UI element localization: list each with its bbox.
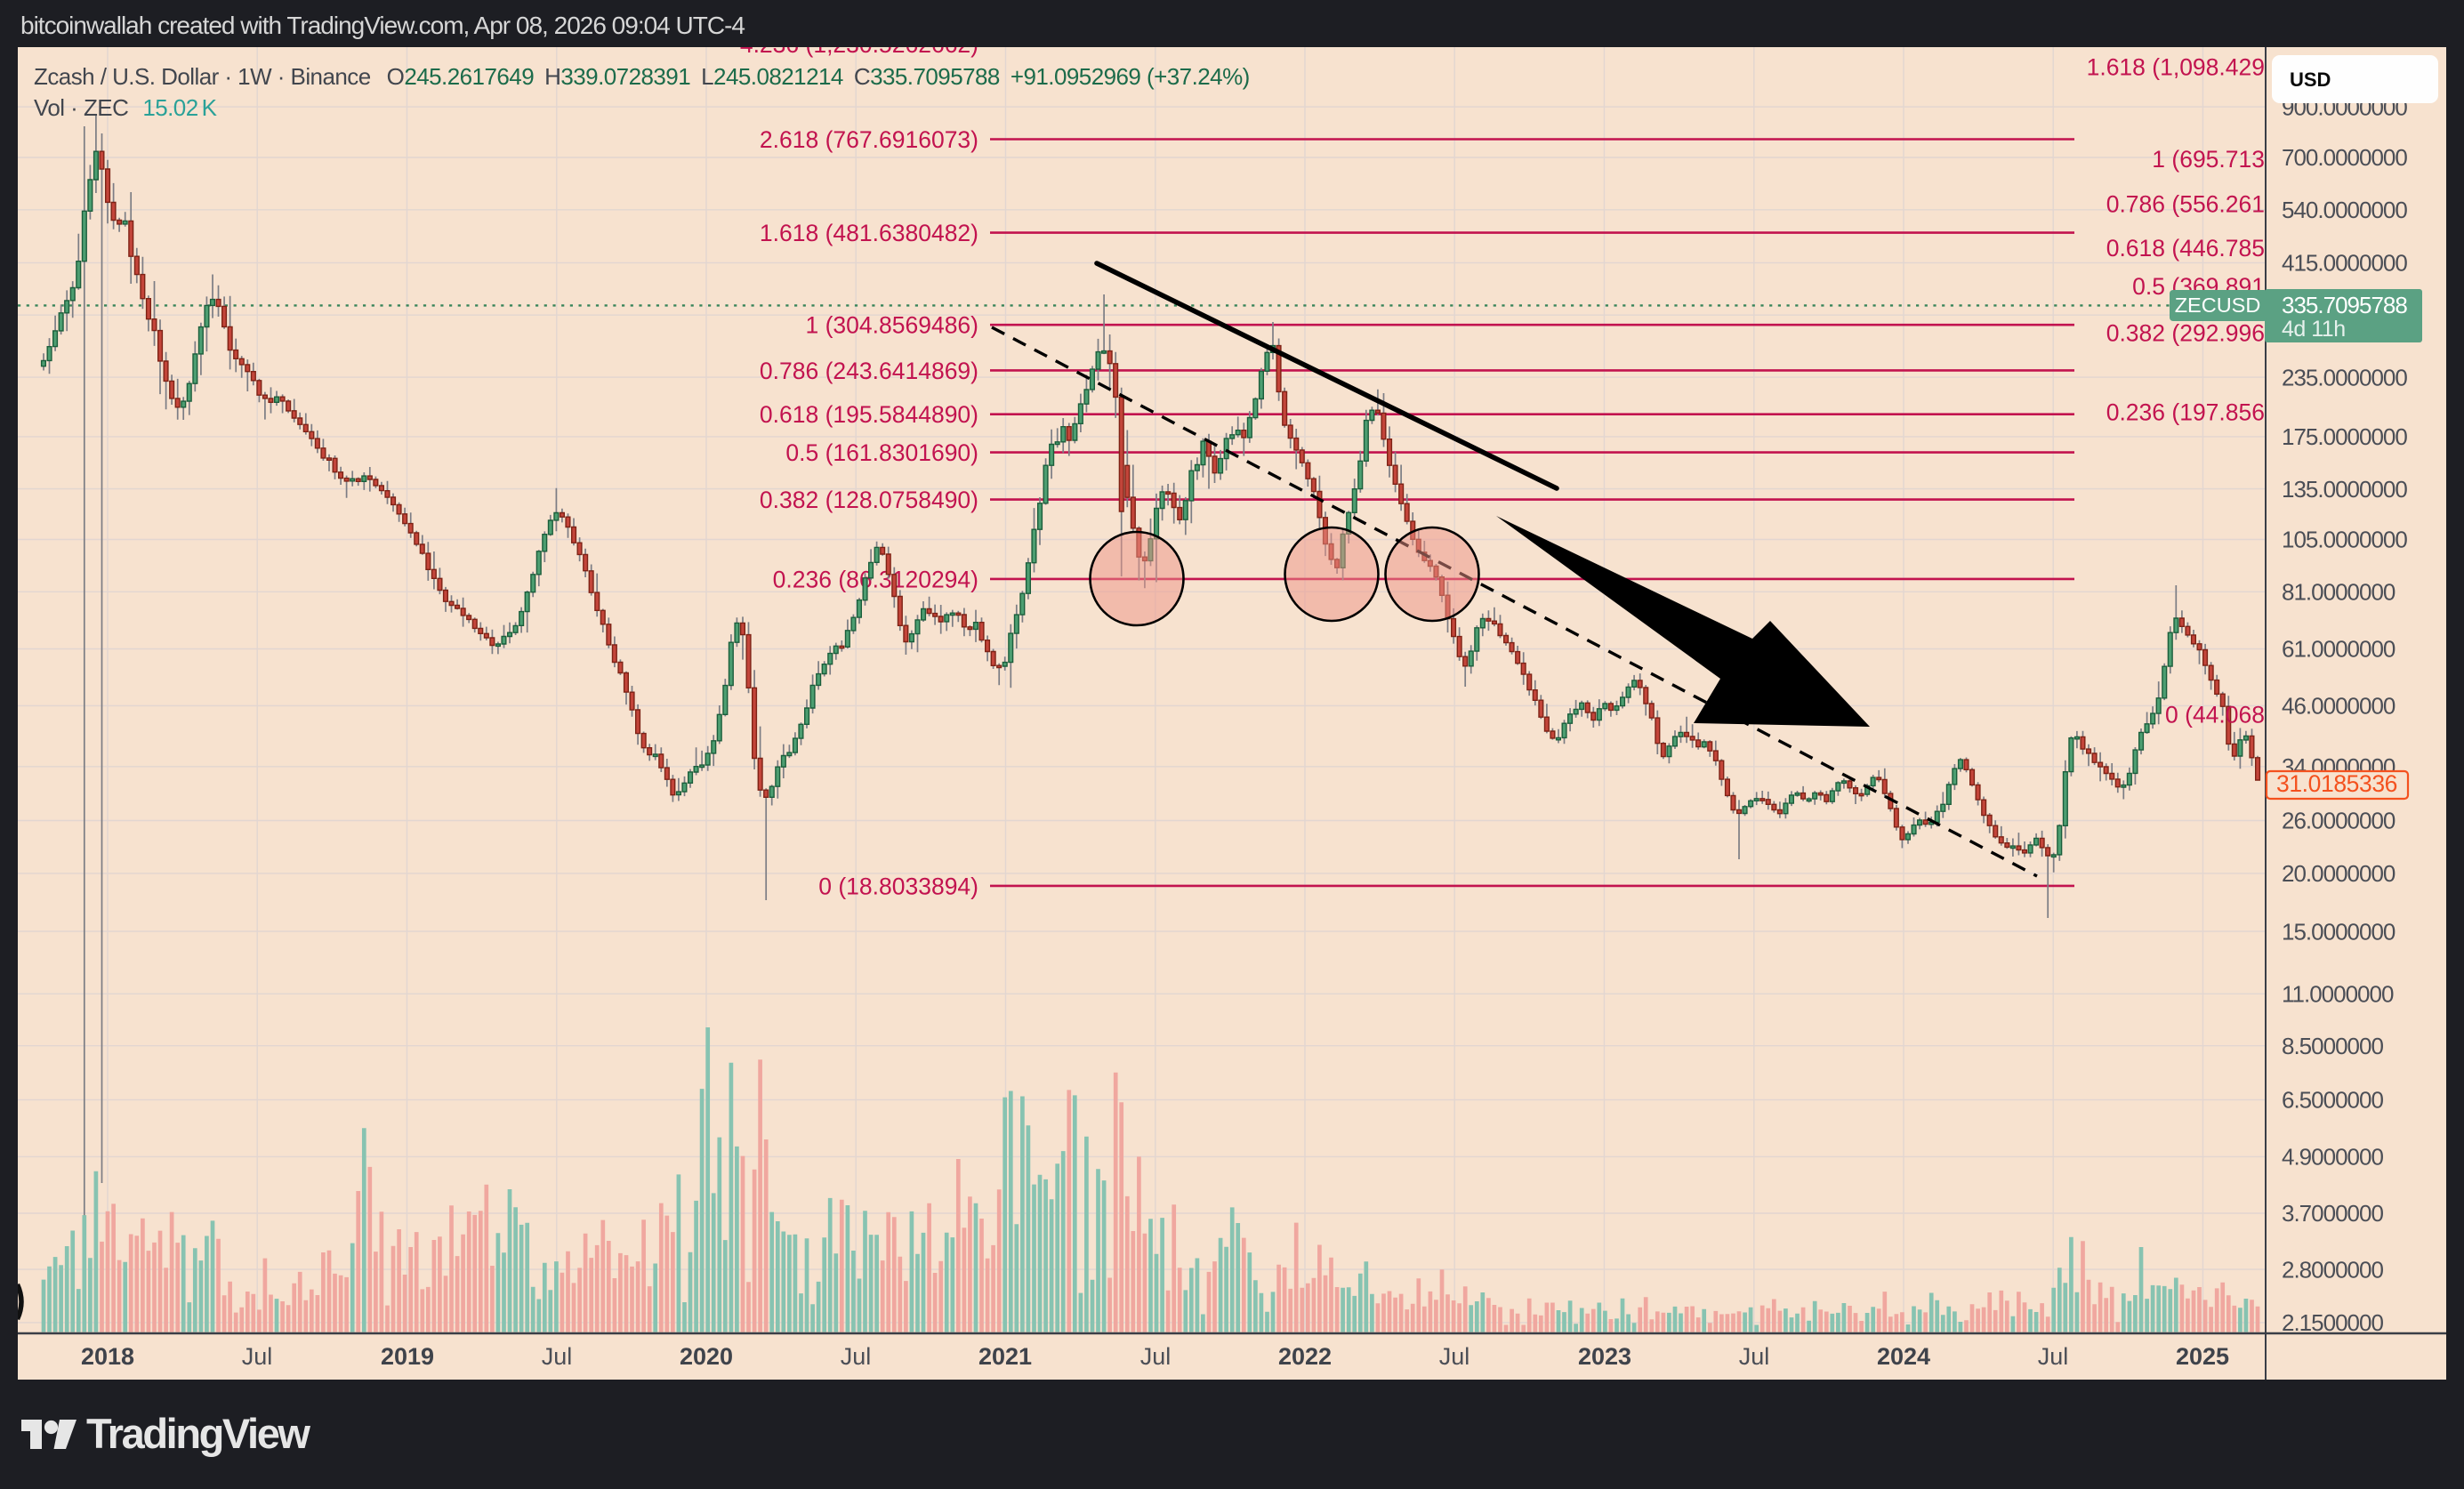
svg-text:bitcoinwallah created with Tra: bitcoinwallah created with TradingView.c… xyxy=(20,12,745,39)
svg-text:ZECUSD: ZECUSD xyxy=(2175,294,2261,317)
svg-text:235.0000000: 235.0000000 xyxy=(2282,364,2407,390)
svg-text:0.5 (161.8301690): 0.5 (161.8301690) xyxy=(785,439,978,466)
svg-text:0 (18.8033894): 0 (18.8033894) xyxy=(818,873,978,899)
svg-text:0.786 (556.261: 0.786 (556.261 xyxy=(2106,191,2265,218)
svg-text:6.5000000: 6.5000000 xyxy=(2282,1087,2383,1114)
svg-text:2018: 2018 xyxy=(81,1343,134,1370)
svg-text:20.0000000: 20.0000000 xyxy=(2282,860,2396,887)
svg-text:Zcash / U.S. Dollar · 1W · Bin: Zcash / U.S. Dollar · 1W · Binance O245.2… xyxy=(34,63,1250,90)
svg-text:0.236 (197.856: 0.236 (197.856 xyxy=(2106,399,2265,426)
svg-text:2.618 (767.6916073): 2.618 (767.6916073) xyxy=(760,126,978,153)
svg-text:11.0000000: 11.0000000 xyxy=(2282,981,2394,1008)
svg-text:175.0000000: 175.0000000 xyxy=(2282,423,2407,450)
svg-text:2.1500000: 2.1500000 xyxy=(2282,1309,2383,1336)
svg-text:4.236 (1,230.5262662): 4.236 (1,230.5262662) xyxy=(740,31,978,58)
svg-text:26.0000000: 26.0000000 xyxy=(2282,808,2396,834)
svg-text:Jul: Jul xyxy=(2038,1343,2069,1370)
svg-text:31.0185336: 31.0185336 xyxy=(2276,770,2397,797)
svg-text:335.7095788: 335.7095788 xyxy=(2282,292,2407,318)
svg-text:1 (304.8569486): 1 (304.8569486) xyxy=(806,312,979,339)
svg-text:0.382 (128.0758490): 0.382 (128.0758490) xyxy=(760,487,978,513)
svg-text:1 (695.713: 1 (695.713 xyxy=(2152,146,2265,173)
svg-text:2020: 2020 xyxy=(680,1343,733,1370)
svg-text:TradingView: TradingView xyxy=(86,1410,310,1457)
svg-text:1.618 (481.6380482): 1.618 (481.6380482) xyxy=(760,220,978,246)
svg-text:Jul: Jul xyxy=(1439,1343,1470,1370)
svg-text:415.0000000: 415.0000000 xyxy=(2282,250,2407,277)
svg-text:0.786 (243.6414869): 0.786 (243.6414869) xyxy=(760,358,978,384)
svg-text:2021: 2021 xyxy=(978,1343,1032,1370)
svg-text:700.0000000: 700.0000000 xyxy=(2282,144,2407,171)
svg-text:46.0000000: 46.0000000 xyxy=(2282,693,2396,720)
svg-text:2019: 2019 xyxy=(381,1343,434,1370)
svg-text:61.0000000: 61.0000000 xyxy=(2282,636,2396,663)
svg-text:81.0000000: 81.0000000 xyxy=(2282,579,2396,606)
svg-text:15.0000000: 15.0000000 xyxy=(2282,918,2396,945)
svg-text:0.618 (446.785: 0.618 (446.785 xyxy=(2106,235,2265,262)
svg-text:2024: 2024 xyxy=(1877,1343,1930,1370)
svg-text:105.0000000: 105.0000000 xyxy=(2282,527,2407,553)
svg-text:135.0000000: 135.0000000 xyxy=(2282,476,2407,503)
svg-text:0 (44.068: 0 (44.068 xyxy=(2165,702,2265,728)
svg-text:1.618 (1,098.429: 1.618 (1,098.429 xyxy=(2087,54,2265,81)
svg-text:Jul: Jul xyxy=(242,1343,273,1370)
svg-text:Jul: Jul xyxy=(1140,1343,1172,1370)
svg-text:2022: 2022 xyxy=(1278,1343,1332,1370)
svg-text:Jul: Jul xyxy=(1739,1343,1770,1370)
svg-text:4.9000000: 4.9000000 xyxy=(2282,1144,2383,1171)
svg-text:0.382 (292.996: 0.382 (292.996 xyxy=(2106,320,2265,347)
svg-text:2023: 2023 xyxy=(1578,1343,1631,1370)
svg-text:0.618 (195.5844890): 0.618 (195.5844890) xyxy=(760,401,978,428)
svg-text:Jul: Jul xyxy=(841,1343,872,1370)
svg-text:0.236 (86.3120294): 0.236 (86.3120294) xyxy=(773,566,978,592)
svg-text:4d 11h: 4d 11h xyxy=(2282,317,2346,342)
svg-text:2.8000000: 2.8000000 xyxy=(2282,1256,2383,1283)
svg-text:540.0000000: 540.0000000 xyxy=(2282,197,2407,223)
svg-text:Jul: Jul xyxy=(542,1343,573,1370)
svg-text:USD: USD xyxy=(2290,68,2331,91)
svg-text:8.5000000: 8.5000000 xyxy=(2282,1033,2383,1059)
svg-text:2025: 2025 xyxy=(2176,1343,2229,1370)
svg-text:3.7000000: 3.7000000 xyxy=(2282,1200,2383,1227)
